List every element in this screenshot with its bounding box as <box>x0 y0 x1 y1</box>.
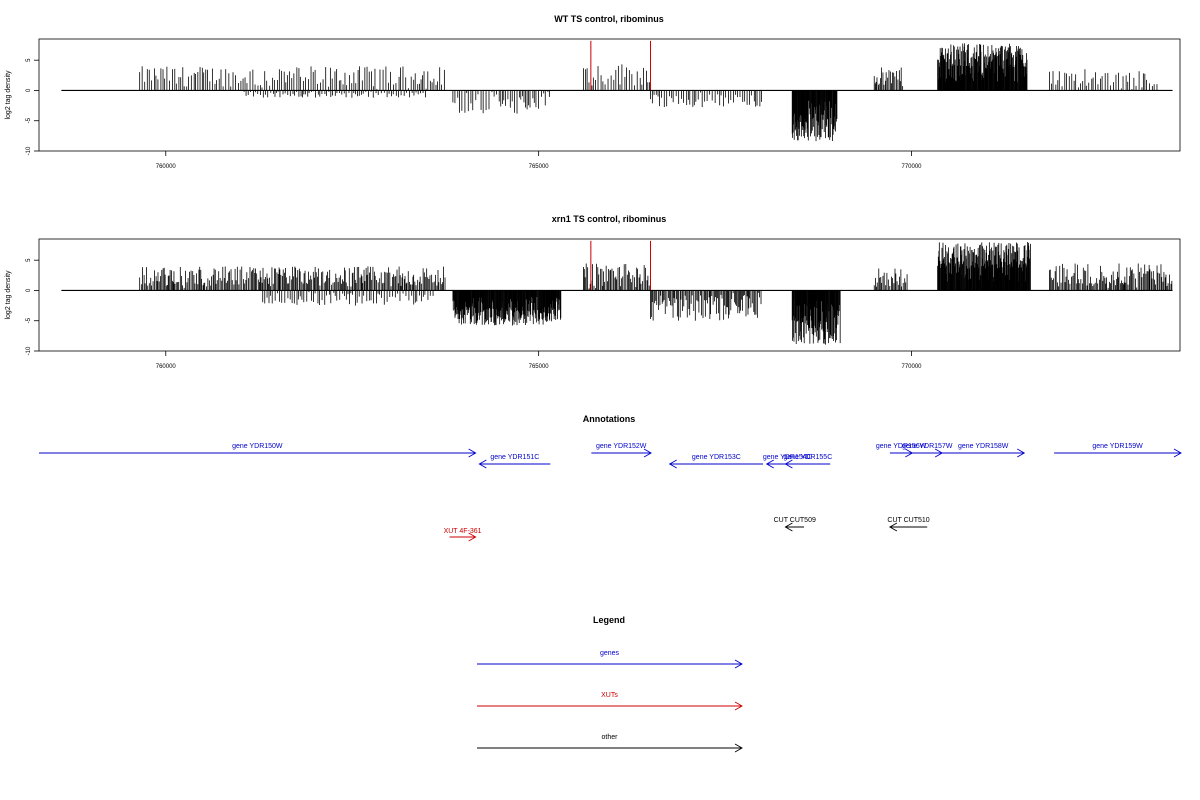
y-tick-label: -5 <box>26 117 32 123</box>
legend-label: genes <box>600 650 620 657</box>
y-axis-label: log2 tag density <box>5 70 12 120</box>
annotation-arrow <box>942 448 1026 458</box>
coverage-marks <box>61 240 1173 345</box>
wt-coverage-panel: WT TS control, ribominus log2 tag densit… <box>5 14 1181 170</box>
x-axis: 760000 765000 770000 <box>156 351 922 370</box>
annotation-label: gene YDR157W <box>902 443 953 450</box>
plot-frame <box>38 38 1181 152</box>
legend-items: genes XUTs other <box>477 650 743 753</box>
annotation-arrow <box>912 448 944 458</box>
annotation-arrow <box>668 459 764 469</box>
y-tick-label: -10 <box>26 346 32 355</box>
annotation-label: gene YDR156W <box>876 443 927 450</box>
x-tick-label: 770000 <box>902 164 923 170</box>
legend-arrow <box>477 659 743 669</box>
annotation-arrow <box>591 448 652 458</box>
coverage-marks <box>61 40 1173 142</box>
y-tick-label: -5 <box>26 317 32 323</box>
panel-title: xrn1 TS control, ribominus <box>552 214 667 224</box>
y-tick-label: 5 <box>26 58 32 62</box>
annotation-arrow <box>449 532 477 542</box>
annotation-arrow <box>784 522 805 532</box>
legend-arrow <box>477 701 743 711</box>
annotation-arrow <box>39 448 477 458</box>
annotation-arrow <box>478 459 551 469</box>
annotation-label: gene YDR154C <box>763 454 812 461</box>
x-tick-label: 765000 <box>529 364 550 370</box>
x-tick-label: 765000 <box>529 164 550 170</box>
annotation-features: gene YDR150W gene YDR151C gene YDR152W gene… <box>39 443 1182 542</box>
plot-frame <box>38 238 1181 352</box>
x-axis: 760000 765000 770000 <box>156 151 922 170</box>
annotation-arrow <box>889 448 914 458</box>
annotations-title: Annotations <box>583 414 636 424</box>
legend-arrow <box>477 743 743 753</box>
legend-label: XUTs <box>601 692 618 699</box>
annotation-label: gene YDR153C <box>692 454 741 461</box>
annotation-label: gene YDR152W <box>596 443 647 450</box>
annotation-label: gene YDR158W <box>958 443 1009 450</box>
y-axis: -10 -5 0 5 <box>26 58 39 155</box>
x-tick-label: 760000 <box>156 164 177 170</box>
y-tick-label: 0 <box>26 288 32 292</box>
x-tick-label: 760000 <box>156 364 177 370</box>
annotation-label: gene YDR151C <box>490 454 539 461</box>
legend: Legend genes XUTs other <box>477 615 743 753</box>
x-tick-label: 770000 <box>902 364 923 370</box>
annotation-label: gene YDR159W <box>1092 443 1143 450</box>
annotation-arrow <box>888 522 928 532</box>
y-axis: -10 -5 0 5 <box>26 258 39 355</box>
y-tick-label: 5 <box>26 258 32 262</box>
legend-title: Legend <box>593 615 625 625</box>
annotation-label: CUT CUT510 <box>887 517 929 524</box>
y-tick-label: 0 <box>26 88 32 92</box>
annotation-label: CUT CUT509 <box>774 517 816 524</box>
annotation-label: gene YDR155C <box>783 454 832 461</box>
annotation-label: gene YDR150W <box>232 443 283 450</box>
panel-title: WT TS control, ribominus <box>554 14 664 24</box>
y-tick-label: -10 <box>26 146 32 155</box>
annotation-arrow <box>784 459 831 469</box>
legend-label: other <box>602 734 619 741</box>
xrn1-coverage-panel: xrn1 TS control, ribominus log2 tag dens… <box>5 214 1181 370</box>
y-axis-label: log2 tag density <box>5 270 12 320</box>
annotation-label: XUT 4F-361 <box>444 528 482 535</box>
annotation-arrow <box>1054 448 1182 458</box>
